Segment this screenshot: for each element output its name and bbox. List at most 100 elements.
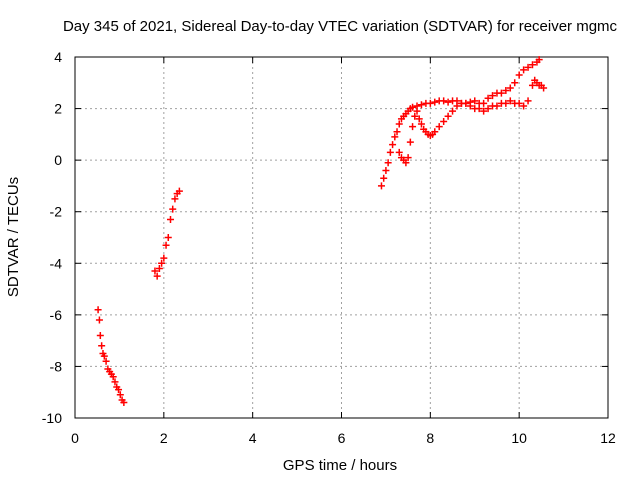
data-point-marker bbox=[171, 195, 179, 203]
data-point-marker bbox=[515, 99, 523, 107]
x-tick-label: 8 bbox=[426, 430, 434, 446]
data-point-marker bbox=[475, 105, 483, 113]
series-segment-2 bbox=[151, 187, 183, 280]
chart-grid bbox=[75, 57, 608, 418]
data-point-marker bbox=[502, 99, 510, 107]
y-axis-tick-labels: -10 -8 -6 -4 -2 0 2 4 bbox=[42, 49, 62, 426]
y-tick-label: 2 bbox=[54, 101, 62, 117]
data-point-marker bbox=[395, 148, 403, 156]
data-point-marker bbox=[95, 316, 103, 324]
x-tick-label: 10 bbox=[511, 430, 527, 446]
data-point-marker bbox=[493, 102, 501, 110]
data-point-marker bbox=[426, 99, 434, 107]
data-point-marker bbox=[393, 128, 401, 136]
data-point-marker bbox=[102, 357, 110, 365]
data-point-marker bbox=[471, 97, 479, 105]
y-tick-label: 0 bbox=[54, 152, 62, 168]
data-point-marker bbox=[466, 102, 474, 110]
data-point-marker bbox=[115, 386, 123, 394]
data-point-marker bbox=[417, 101, 425, 109]
data-point-marker bbox=[511, 79, 519, 87]
data-point-marker bbox=[380, 174, 388, 182]
data-point-marker bbox=[524, 97, 532, 105]
data-point-marker bbox=[480, 107, 488, 115]
data-point-marker bbox=[162, 241, 170, 249]
data-point-marker bbox=[484, 105, 492, 113]
x-tick-label: 2 bbox=[160, 430, 168, 446]
data-point-marker bbox=[520, 66, 528, 74]
data-point-marker bbox=[497, 89, 505, 97]
data-point-marker bbox=[540, 84, 548, 92]
data-point-marker bbox=[391, 133, 399, 141]
x-axis-label: GPS time / hours bbox=[283, 457, 397, 474]
data-point-marker bbox=[462, 99, 470, 107]
data-point-marker bbox=[411, 112, 419, 120]
data-point-marker bbox=[431, 98, 439, 106]
series-segment-1 bbox=[94, 306, 128, 407]
x-tick-label: 6 bbox=[338, 430, 346, 446]
data-point-marker bbox=[449, 107, 457, 115]
data-point-marker bbox=[535, 56, 543, 64]
x-axis-tick-labels: 0 2 4 6 8 10 12 bbox=[71, 430, 616, 446]
series-segment-4 bbox=[395, 76, 548, 167]
data-point-marker bbox=[409, 103, 417, 111]
y-tick-label: -2 bbox=[50, 204, 63, 220]
data-point-marker bbox=[444, 98, 452, 106]
data-point-marker bbox=[520, 102, 528, 110]
x-tick-label: 12 bbox=[600, 430, 616, 446]
data-point-marker bbox=[98, 342, 106, 350]
data-point-marker bbox=[382, 166, 390, 174]
axis-ticks bbox=[74, 56, 609, 419]
data-point-marker bbox=[444, 112, 452, 120]
data-point-marker bbox=[100, 352, 108, 360]
data-point-marker bbox=[384, 159, 392, 167]
data-point-marker bbox=[502, 87, 510, 95]
data-point-marker bbox=[489, 92, 497, 100]
y-tick-label: -6 bbox=[50, 307, 63, 323]
data-point-marker bbox=[515, 71, 523, 79]
data-point-marker bbox=[528, 61, 536, 69]
data-point-marker bbox=[395, 120, 403, 128]
data-point-marker bbox=[94, 306, 102, 314]
data-point-marker bbox=[431, 128, 439, 136]
data-point-marker bbox=[160, 254, 168, 262]
data-point-marker bbox=[413, 107, 421, 115]
data-point-marker bbox=[116, 391, 124, 399]
y-tick-label: -4 bbox=[50, 255, 63, 271]
data-point-marker bbox=[109, 373, 117, 381]
data-point-marker bbox=[158, 259, 166, 267]
data-point-marker bbox=[417, 120, 425, 128]
data-point-marker bbox=[435, 123, 443, 131]
x-tick-label: 4 bbox=[249, 430, 257, 446]
y-tick-label: 4 bbox=[54, 49, 62, 65]
data-point-marker bbox=[377, 182, 385, 190]
data-point-marker bbox=[169, 205, 177, 213]
x-tick-label: 0 bbox=[71, 430, 79, 446]
data-point-marker bbox=[480, 99, 488, 107]
data-point-marker bbox=[524, 63, 532, 71]
data-point-marker bbox=[153, 272, 161, 280]
data-point-marker bbox=[389, 141, 397, 149]
y-axis-label: SDTVAR / TECUs bbox=[5, 177, 22, 297]
data-point-marker bbox=[440, 117, 448, 125]
data-point-marker bbox=[406, 138, 414, 146]
data-point-marker bbox=[506, 97, 514, 105]
data-point-marker bbox=[166, 215, 174, 223]
data-point-marker bbox=[151, 267, 159, 275]
data-point-marker bbox=[484, 94, 492, 102]
series-segment-3 bbox=[377, 56, 543, 190]
y-tick-label: -8 bbox=[50, 358, 63, 374]
data-point-marker bbox=[440, 97, 448, 105]
data-point-marker bbox=[120, 399, 128, 407]
data-point-marker bbox=[111, 378, 119, 386]
data-points bbox=[94, 56, 548, 407]
data-point-marker bbox=[164, 234, 172, 241]
data-point-marker bbox=[386, 148, 394, 156]
data-point-marker bbox=[175, 187, 183, 195]
data-point-marker bbox=[409, 123, 417, 131]
data-point-marker bbox=[453, 102, 461, 110]
y-tick-label: -10 bbox=[42, 410, 62, 426]
chart-title: Day 345 of 2021, Sidereal Day-to-day VTE… bbox=[63, 18, 618, 35]
data-point-marker bbox=[506, 84, 514, 92]
